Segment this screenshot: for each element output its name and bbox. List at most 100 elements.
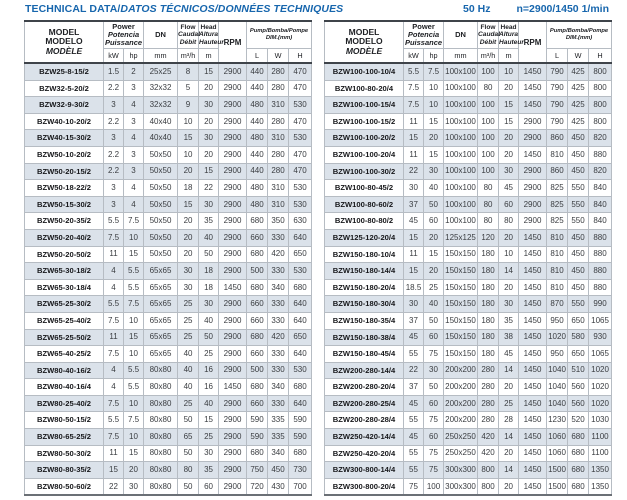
model-cell: BZW65-30-18/2 [24,262,104,280]
value-cell: 20 [198,79,220,98]
value-cell: 100x100 [443,179,479,197]
value-cell: 1065 [588,311,613,330]
value-cell: 45 [498,179,520,197]
value-cell: 20 [498,477,520,496]
value-cell: 3 [103,195,124,214]
value-cell: 825 [546,212,569,230]
value-cell: 2900 [218,195,248,214]
value-cell: 80x80 [143,477,179,496]
value-cell: 2900 [218,295,248,313]
value-cell: 55 [403,411,424,430]
value-cell: 15 [403,262,424,280]
value-cell: 15 [422,145,445,164]
value-cell: 310 [267,96,290,114]
value-cell: 3 [103,129,124,147]
value-cell: 7.5 [103,228,124,247]
value-cell: 25 [177,328,200,347]
value-cell: 100 [477,96,500,114]
value-cell: 425 [567,62,590,81]
value-cell: 640 [288,394,313,413]
value-cell: 1450 [518,262,548,280]
unit-w: W [567,48,590,64]
value-cell: 200x200 [443,361,479,380]
value-cell: 280 [477,394,500,413]
value-cell: 470 [288,162,313,181]
value-cell: 180 [477,245,500,264]
model-cell: BZW200-280-25/4 [324,394,404,413]
value-cell: 2.2 [103,162,124,181]
model-cell: BZW125-120-20/4 [324,228,404,247]
value-cell: 37 [403,311,424,330]
value-cell: 680 [246,245,269,264]
spec-table-right: MODEL MODELO MODÈLE Power Potencia Puiss… [324,20,613,497]
col-header-dn: DN [443,20,479,49]
value-cell: 1450 [518,461,548,479]
value-cell: 330 [267,394,290,413]
value-cell: 730 [288,461,313,479]
model-cell: BZW100-100-10/4 [324,62,404,81]
value-cell: 100 [422,477,445,496]
value-cell: 10 [177,145,200,164]
header-model-es: MODELO [345,36,383,47]
value-cell: 100x100 [443,145,479,164]
table-row: BZW80-50-30/2 11 15 80x80 50 30 2900 680 340 680 [24,444,313,463]
value-cell: 1020 [588,378,613,396]
value-cell: 20 [177,212,200,230]
value-cell: 1450 [518,295,548,313]
value-cell: 37 [403,195,424,214]
model-cell: BZW32-9-30/2 [24,96,104,114]
value-cell: 1020 [588,361,613,380]
value-cell: 440 [246,145,269,164]
table-row: BZW300-800-20/4 75 100 300x300 800 20 1450 1500… [324,477,613,496]
value-cell: 10 [122,394,145,413]
value-cell: 1450 [518,79,548,98]
value-cell: 680 [567,461,590,479]
value-cell: 45 [403,328,424,347]
value-cell: 310 [267,195,290,214]
header-head-fr: Hauteur [199,38,224,46]
col-header-dimensions: Pump/Bomba/Pompe DIM.(mm) [246,20,313,49]
value-cell: 2900 [218,461,248,479]
value-cell: 1450 [518,411,548,430]
value-cell: 1450 [518,311,548,330]
value-cell: 50 [198,328,220,347]
value-cell: 200x200 [443,394,479,413]
value-cell: 150x150 [443,278,479,297]
value-cell: 7.5 [103,394,124,413]
model-cell: BZW65-30-18/4 [24,278,104,297]
unit-h: H [588,48,613,64]
value-cell: 4 [122,129,145,147]
value-cell: 1040 [546,361,569,380]
table-row: BZW250-420-20/4 55 75 250x250 420 20 1450 1060 6… [324,444,613,463]
value-cell: 200x200 [443,411,479,430]
value-cell: 440 [246,162,269,181]
frequency-hz: 50 Hz [463,3,491,15]
value-cell: 470 [288,79,313,98]
table-row: BZW80-50-15/2 5.5 7.5 80x80 50 15 2900 590 335 59… [24,411,313,430]
value-cell: 20 [422,129,445,147]
table-row: BZW200-280-14/4 22 30 200x200 280 14 1450 1040 5… [324,361,613,380]
value-cell: 2900 [218,79,248,98]
model-cell: BZW150-180-45/4 [324,345,404,363]
model-cell: BZW80-25-40/2 [24,394,104,413]
value-cell: 32x32 [143,96,179,114]
value-cell: 18.5 [403,278,424,297]
value-cell: 25 [498,394,520,413]
value-cell: 20 [177,228,200,247]
value-cell: 40 [422,179,445,197]
table-row: BZW100-80-20/4 7.5 10 100x100 80 20 1450 790 425… [324,79,613,98]
value-cell: 20 [198,112,220,131]
value-cell: 450 [267,461,290,479]
value-cell: 1350 [588,477,613,496]
value-cell: 700 [288,477,313,496]
value-cell: 15 [177,129,200,147]
value-cell: 50 [422,311,445,330]
value-cell: 880 [588,145,613,164]
value-cell: 2900 [218,129,248,147]
value-cell: 470 [288,112,313,131]
value-cell: 1020 [588,394,613,413]
value-cell: 40 [198,311,220,330]
value-cell: 45 [403,212,424,230]
value-cell: 15 [422,245,445,264]
value-cell: 15 [198,162,220,181]
